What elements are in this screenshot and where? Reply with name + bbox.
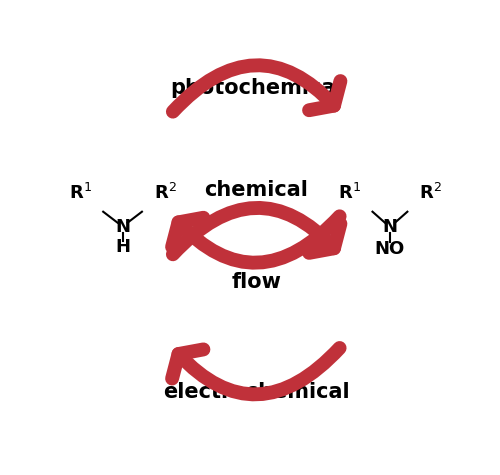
Text: R$^2$: R$^2$ [154,183,176,203]
Text: chemical: chemical [204,180,308,200]
Text: electrochemical: electrochemical [163,381,350,402]
Text: R$^2$: R$^2$ [419,183,442,203]
Text: R$^1$: R$^1$ [68,183,92,203]
Text: NO: NO [375,240,405,258]
Text: R$^1$: R$^1$ [338,183,361,203]
FancyArrowPatch shape [172,216,340,263]
Text: flow: flow [232,272,281,292]
Text: H: H [115,238,130,256]
Text: N: N [382,218,398,236]
Text: photochemical: photochemical [170,78,342,98]
Text: N: N [115,218,130,236]
FancyArrowPatch shape [173,208,340,254]
FancyArrowPatch shape [172,348,340,394]
FancyArrowPatch shape [173,65,340,112]
